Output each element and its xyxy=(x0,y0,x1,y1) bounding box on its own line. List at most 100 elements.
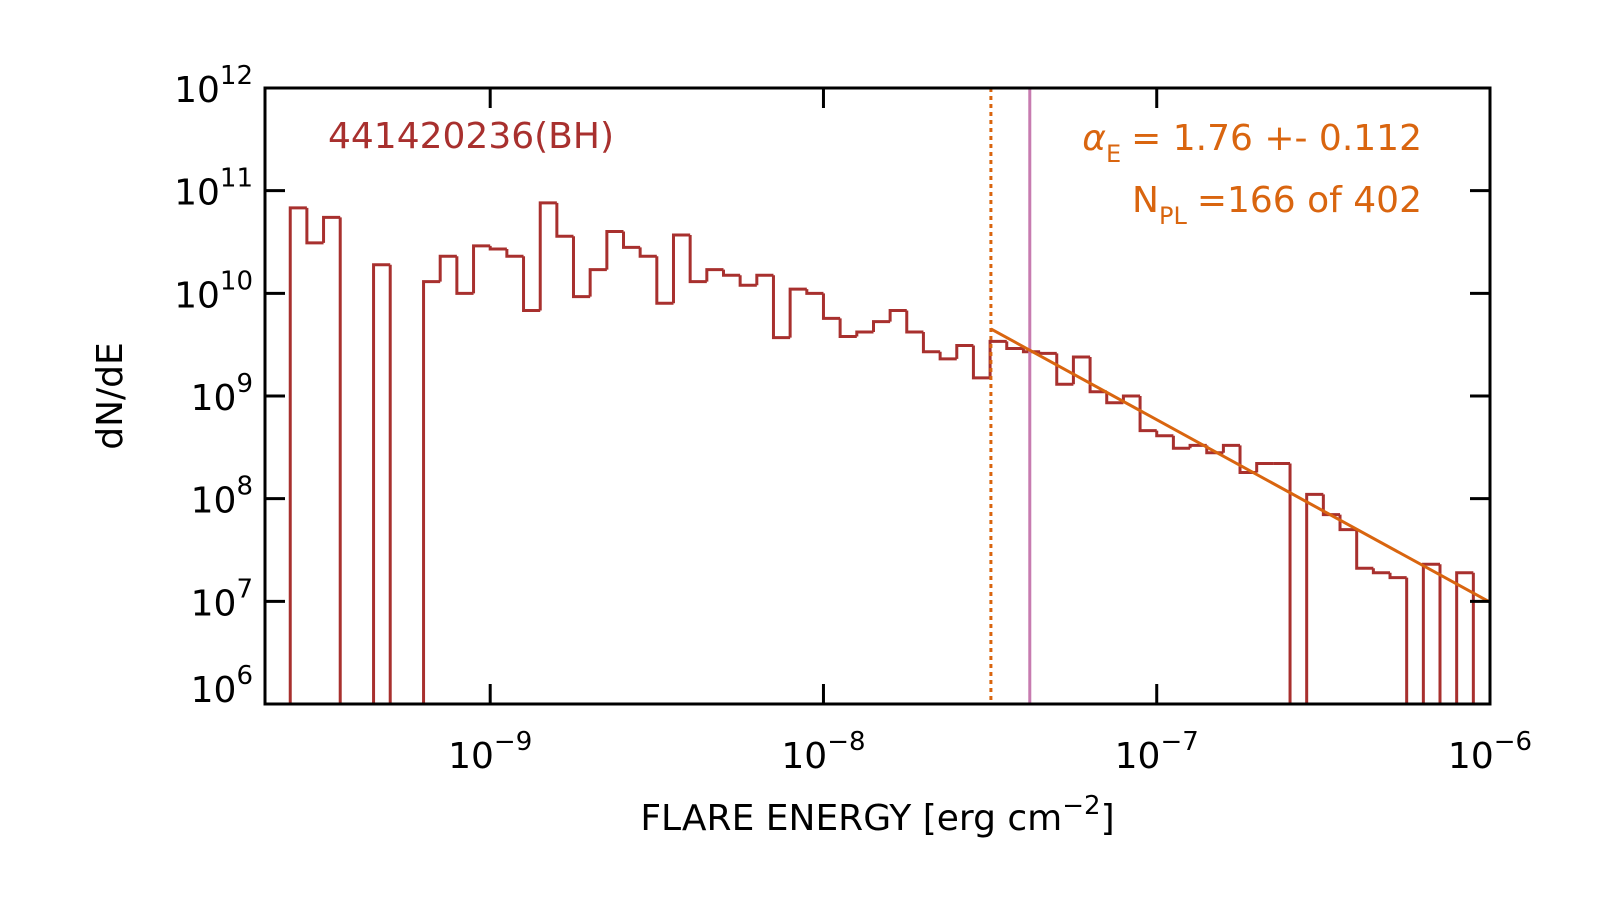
y-tick-label-power: 11 xyxy=(220,164,253,194)
y-tick-label-power: 12 xyxy=(220,61,253,91)
histogram-bin xyxy=(1355,529,1374,570)
histogram-bin xyxy=(1255,462,1274,473)
histogram-bin xyxy=(821,293,841,320)
histogram-bin xyxy=(638,247,657,258)
histogram-bin xyxy=(622,231,641,249)
histogram-bin xyxy=(488,245,507,251)
y-tick-label-base: 10 xyxy=(174,275,220,316)
x-tick-label-power: −6 xyxy=(1494,727,1532,757)
y-tick-label-power: 10 xyxy=(220,266,253,296)
histogram-bin xyxy=(955,344,974,359)
y-tick-label: 1011 xyxy=(174,164,253,214)
histogram-bin xyxy=(888,309,907,322)
histogram-bin xyxy=(938,351,957,361)
annotation-id: 441420236(BH) xyxy=(328,116,614,157)
y-tick-label-base: 10 xyxy=(191,378,237,419)
histogram-bin xyxy=(755,273,774,286)
y-tick-label: 108 xyxy=(191,472,253,522)
y-tick-label-base: 10 xyxy=(191,481,237,522)
histogram-bin xyxy=(805,289,824,295)
histogram-bin xyxy=(1421,562,1440,704)
x-tick-label: 10−9 xyxy=(448,727,532,777)
histogram-bin xyxy=(1088,356,1107,394)
histogram-bin xyxy=(1171,435,1191,450)
x-axis-label-end: ] xyxy=(1101,798,1115,839)
y-tick-label-base: 10 xyxy=(191,583,237,624)
histogram-bin xyxy=(372,263,391,704)
histogram-bin xyxy=(788,287,807,338)
histogram-bin xyxy=(1155,430,1174,438)
histogram-bin xyxy=(1105,391,1124,405)
histogram-bin xyxy=(1305,492,1324,704)
histogram-bin xyxy=(505,249,524,258)
histogram-bin xyxy=(1455,571,1474,704)
histogram-bin xyxy=(305,207,324,245)
y-tick-label: 1010 xyxy=(174,266,253,316)
x-tick-label-base: 10 xyxy=(1448,736,1494,777)
y-tick-label: 106 xyxy=(191,661,253,711)
histogram-bin xyxy=(1138,396,1157,433)
histogram-bin xyxy=(422,280,441,704)
histogram-bin xyxy=(855,330,874,337)
histogram-bin xyxy=(1221,443,1241,453)
y-axis-label: dN/dE xyxy=(90,342,131,450)
x-tick-label-power: −7 xyxy=(1160,727,1198,757)
histogram-bin xyxy=(771,275,791,340)
histogram-bin xyxy=(971,345,991,380)
histogram-bin xyxy=(472,244,491,294)
x-tick-label-base: 10 xyxy=(1115,736,1161,777)
annotation-npl-symbol: N xyxy=(1132,180,1159,221)
histogram-bin xyxy=(455,256,474,295)
x-axis-label-power: −2 xyxy=(1062,791,1100,821)
x-tick-label-power: −8 xyxy=(827,727,865,757)
histogram-bin xyxy=(721,269,741,277)
x-tick-label-base: 10 xyxy=(448,736,494,777)
histogram-bin xyxy=(1405,577,1424,706)
histogram-bin xyxy=(838,318,857,338)
histogram-bin xyxy=(905,310,924,334)
annotation-alpha: αE = 1.76 +- 0.112 xyxy=(1082,118,1422,168)
y-tick-label-base: 10 xyxy=(174,70,220,111)
y-tick-label: 107 xyxy=(191,574,253,624)
annotation-npl-text: =166 of 402 xyxy=(1197,180,1422,221)
y-tick-label-base: 10 xyxy=(174,173,220,214)
histogram-bin xyxy=(671,233,691,304)
histogram-bin xyxy=(738,275,757,287)
histogram-bin xyxy=(588,268,607,297)
y-tick-label-base: 10 xyxy=(191,670,237,711)
histogram-bin xyxy=(1321,494,1341,517)
annotation-alpha-text: = 1.76 +- 0.112 xyxy=(1131,118,1422,159)
x-tick-label-base: 10 xyxy=(781,736,827,777)
histogram-bin xyxy=(522,256,541,313)
annotation-alpha-subscript: E xyxy=(1106,140,1121,168)
histogram-bin xyxy=(921,332,941,354)
fit-line xyxy=(990,327,1491,604)
histogram-bin xyxy=(438,254,457,282)
histogram-bin xyxy=(1005,341,1024,351)
histogram-bin xyxy=(655,256,674,305)
annotation-alpha-symbol: α xyxy=(1082,118,1106,159)
y-tick-label-power: 6 xyxy=(236,661,253,691)
x-tick-label-power: −9 xyxy=(494,727,532,757)
histogram-bin xyxy=(388,264,407,706)
y-tick-label: 109 xyxy=(191,369,253,419)
y-tick-label: 1012 xyxy=(174,61,253,111)
histogram-bin xyxy=(571,236,591,299)
annotation-npl: NPL =166 of 402 xyxy=(1132,180,1422,230)
y-tick-label-power: 8 xyxy=(236,472,253,502)
histogram-bin xyxy=(555,202,574,238)
histogram-bin xyxy=(338,217,357,706)
histogram-bin xyxy=(1038,351,1057,355)
y-tick-label-power: 7 xyxy=(236,574,253,604)
x-tick-label: 10−6 xyxy=(1448,727,1532,777)
histogram-bin xyxy=(988,339,1007,378)
histogram-bin xyxy=(322,215,341,243)
histogram-bin xyxy=(872,320,891,333)
histogram-bin xyxy=(1388,572,1407,580)
y-tick-label-power: 9 xyxy=(236,369,253,399)
x-axis-label: FLARE ENERGY [erg cm−2] xyxy=(640,791,1114,839)
histogram-bin xyxy=(538,201,557,311)
histogram-bin xyxy=(288,206,307,704)
